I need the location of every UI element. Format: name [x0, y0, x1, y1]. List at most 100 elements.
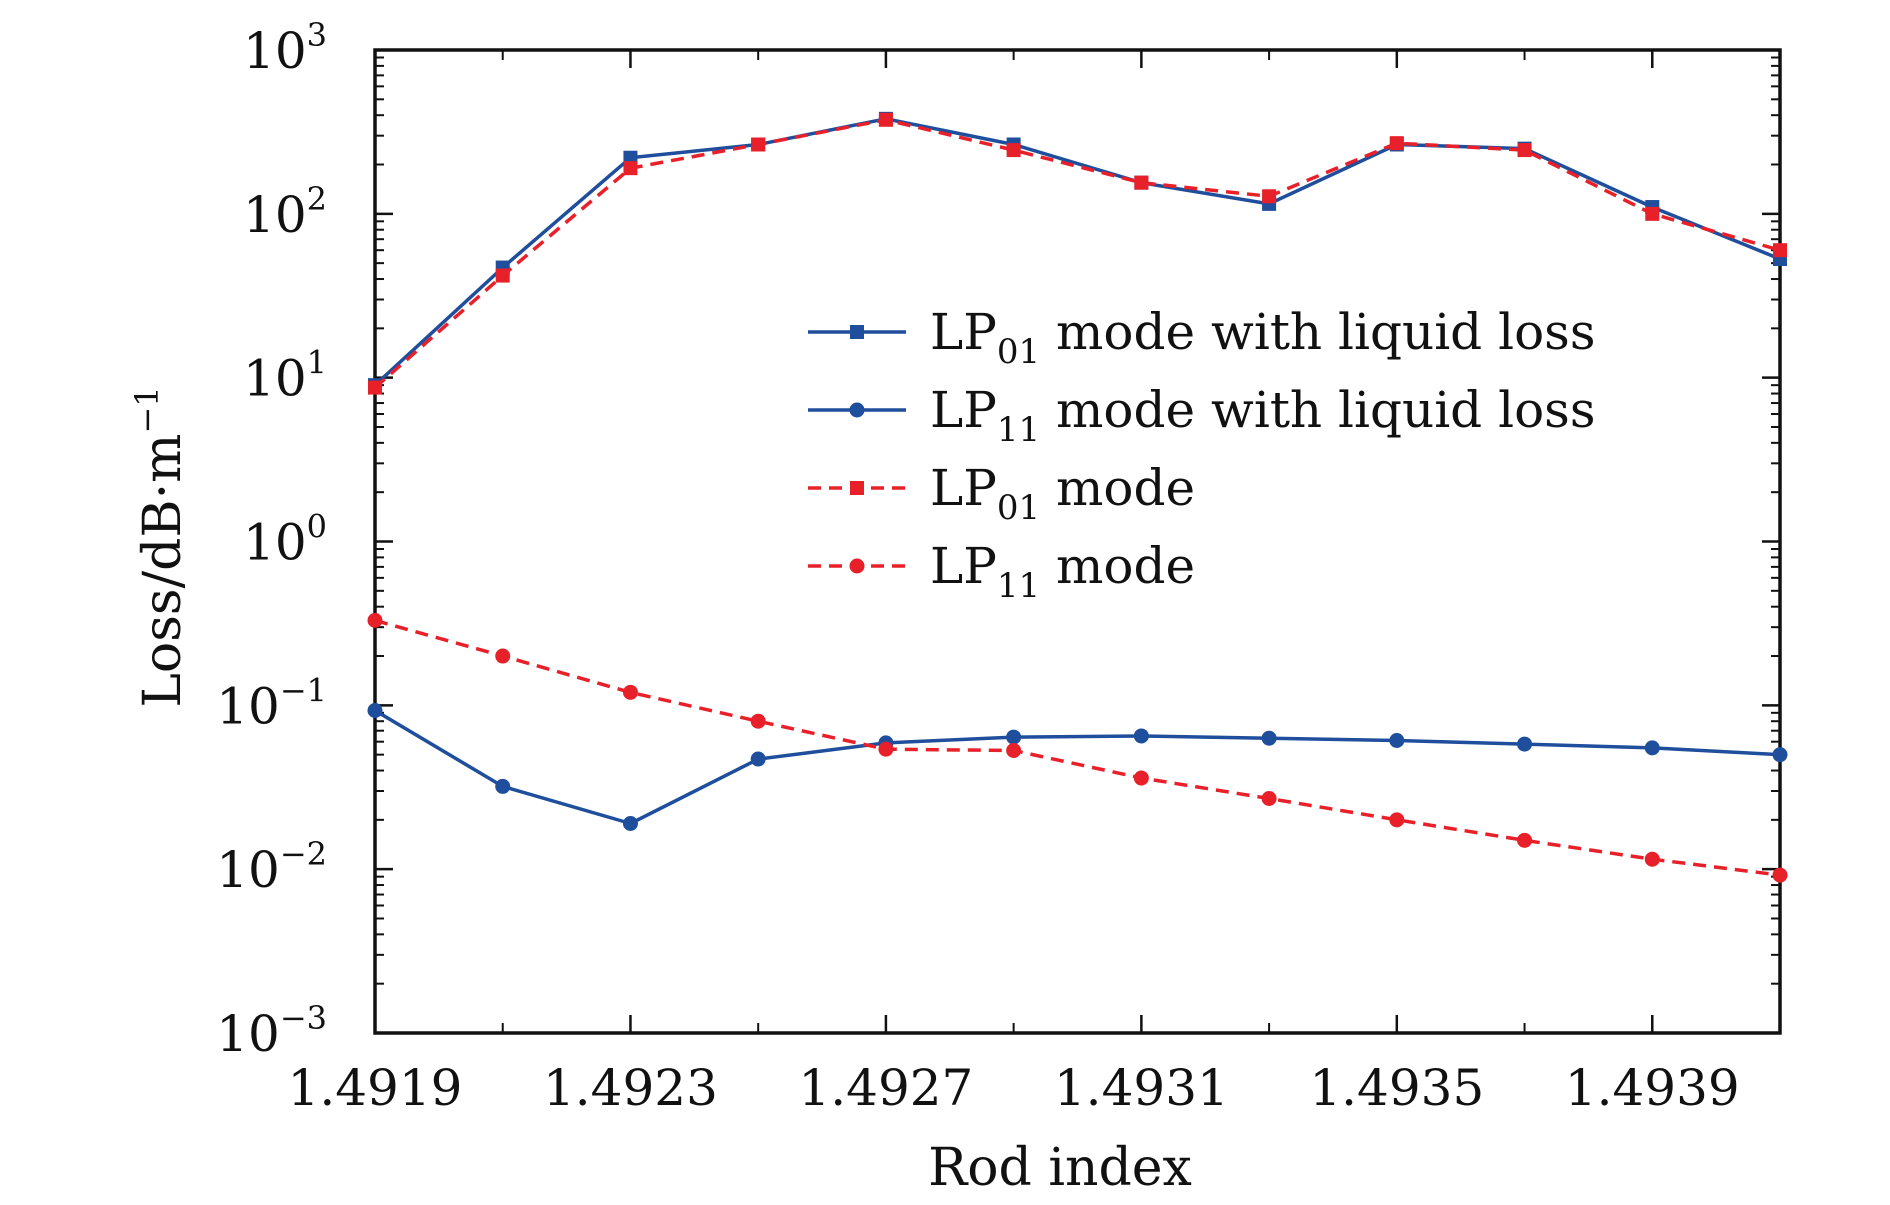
legend-entry-3: LP01 mode: [808, 459, 1195, 528]
y-tick-label: 100: [243, 508, 327, 572]
series-3-point: [1389, 136, 1404, 151]
legend-entry-2: LP11 mode with liquid loss: [808, 381, 1596, 450]
y-axis-title: Loss/dB·m−1: [128, 386, 193, 707]
y-tick-base: 10: [243, 350, 307, 408]
x-tick-label: 1.4935: [1309, 1059, 1484, 1117]
series-2-point: [1389, 733, 1405, 749]
x-axis: 1.4919 1.4923 1.4927 1.4931 1.4935 1.4939: [288, 50, 1740, 1117]
series-3-point: [368, 380, 382, 395]
legend-label-main: LP: [930, 537, 997, 595]
legend-label-rest: mode with liquid loss: [1040, 303, 1595, 361]
legend-label: LP11 mode: [930, 537, 1195, 606]
series-3-point: [495, 268, 510, 283]
series-2-point: [495, 778, 511, 794]
series-3-point: [878, 112, 893, 127]
series-3-point: [751, 137, 766, 152]
x-tick-label: 1.4939: [1565, 1059, 1740, 1117]
legend-label-main: LP: [930, 459, 997, 517]
legend-entry-1: LP01 mode with liquid loss: [808, 303, 1596, 372]
y-tick-label: 10−2: [216, 835, 327, 899]
y-tick-label: 102: [243, 180, 327, 244]
y-tick-label: 101: [243, 344, 327, 408]
series-4-point: [495, 648, 511, 664]
series-3-point: [1517, 143, 1532, 158]
legend-swatch-marker: [849, 402, 865, 418]
y-tick-exponent: 3: [307, 16, 327, 54]
series-2-point: [1644, 740, 1660, 756]
series-4-point: [1261, 790, 1277, 806]
y-axis-title-exponent: −1: [128, 386, 166, 433]
series-4-point: [622, 684, 638, 700]
series-2-point: [1133, 728, 1149, 744]
series-2-point: [1517, 736, 1533, 752]
legend-swatch-marker: [850, 481, 864, 495]
y-tick-label: 103: [243, 16, 327, 80]
series-4-point: [1644, 851, 1660, 867]
legend-label-main: LP: [930, 381, 997, 439]
series-4-point: [878, 741, 894, 757]
y-tick-exponent: 0: [307, 508, 327, 546]
series-4-point: [1772, 867, 1788, 883]
series-4-point: [1006, 743, 1022, 759]
series-3-point: [1773, 243, 1787, 258]
series-4-point: [750, 713, 766, 729]
y-tick-base: 10: [243, 22, 307, 80]
legend-label: LP11 mode with liquid loss: [930, 381, 1596, 450]
series-3-point: [1262, 189, 1277, 204]
series-2-point: [1261, 730, 1277, 746]
x-tick-label: 1.4927: [798, 1059, 973, 1117]
series-1-line: [373, 117, 1781, 387]
series-3-point: [1134, 175, 1149, 190]
legend-swatch-marker: [849, 558, 865, 574]
legend-label-rest: mode: [1040, 537, 1195, 595]
y-tick-base: 10: [216, 677, 280, 735]
legend-label-subscript: 11: [997, 410, 1040, 450]
series-2-point: [1006, 729, 1022, 745]
series-2-point: [750, 751, 766, 767]
legend-label-subscript: 01: [997, 488, 1040, 528]
series-2: [367, 702, 1788, 831]
y-tick-base: 10: [243, 514, 307, 572]
series-2-point: [1772, 747, 1788, 763]
y-tick-exponent: −1: [280, 671, 327, 709]
y-tick-exponent: 1: [307, 344, 327, 382]
x-tick-label: 1.4931: [1054, 1059, 1229, 1117]
series-4-point: [1389, 812, 1405, 828]
series-3-point: [1645, 206, 1660, 221]
series-3-point: [1006, 143, 1021, 158]
y-tick-base: 10: [216, 1005, 280, 1063]
series-4-point: [1517, 832, 1533, 848]
legend-label: LP01 mode with liquid loss: [930, 303, 1596, 372]
series-3: [368, 112, 1787, 395]
y-tick-label: 10−3: [216, 999, 327, 1063]
y-tick-exponent: −2: [280, 835, 327, 873]
series-3-point: [623, 161, 638, 176]
y-axis-title-main: Loss/dB·m: [133, 434, 193, 708]
y-tick-label: 10−1: [216, 671, 327, 735]
legend-label-rest: mode: [1040, 459, 1195, 517]
y-tick-exponent: 2: [307, 180, 327, 218]
legend-swatch-marker: [850, 325, 864, 339]
series-4-point: [367, 612, 383, 628]
legend-label-main: LP: [930, 303, 997, 361]
legend-entry-4: LP11 mode: [808, 537, 1195, 606]
legend-label: LP01 mode: [930, 459, 1195, 528]
series-2-point: [622, 815, 638, 831]
legend-label-subscript: 01: [997, 332, 1040, 372]
series-2-line: [374, 708, 1781, 826]
x-tick-label: 1.4923: [543, 1059, 718, 1117]
y-tick-exponent: −3: [280, 999, 327, 1037]
x-tick-label: 1.4919: [288, 1059, 463, 1117]
series-2-point: [367, 702, 383, 718]
series-4: [367, 612, 1788, 883]
y-tick-base: 10: [243, 186, 307, 244]
series-4-point: [1133, 770, 1149, 786]
series-4-line: [374, 618, 1781, 877]
legend-label-subscript: 11: [997, 566, 1040, 606]
x-axis-title: Rod index: [928, 1138, 1192, 1198]
legend-label-rest: mode with liquid loss: [1040, 381, 1595, 439]
y-tick-base: 10: [216, 841, 280, 899]
